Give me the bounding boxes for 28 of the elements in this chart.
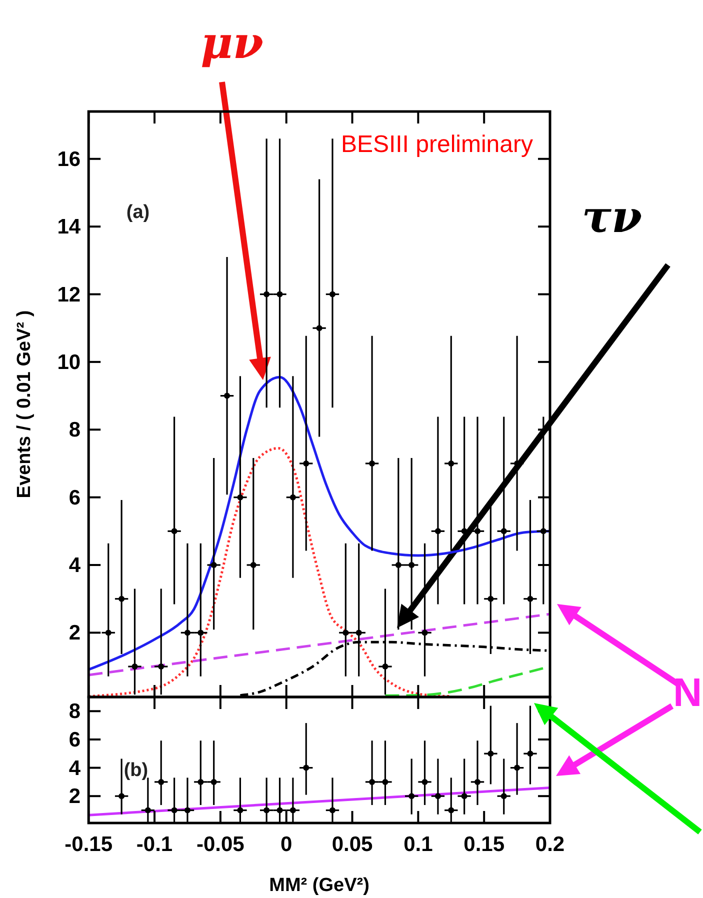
y-tick-label: 6 xyxy=(68,486,81,510)
y-tick-label: 8 xyxy=(68,700,81,724)
y-tick-label: 8 xyxy=(68,418,81,442)
y-tick-label: 10 xyxy=(57,350,81,374)
y-tick-label: 2 xyxy=(68,622,81,645)
y-axis-title: Events / ( 0.01 GeV² ) xyxy=(14,310,35,498)
x-tick-label: -0.1 xyxy=(136,833,173,856)
y-tick-label: 16 xyxy=(57,148,81,171)
x-tick-label: 0.05 xyxy=(332,833,374,856)
x-tick-label: 0.1 xyxy=(404,833,434,856)
text: μν xyxy=(200,18,264,69)
annotation: (a) xyxy=(126,202,150,223)
x-axis-title: MM² (GeV²) xyxy=(269,875,370,896)
annotation: (b) xyxy=(124,760,148,781)
x-tick-label: -0.15 xyxy=(64,833,113,856)
text: N xyxy=(673,671,702,715)
x-tick-label: 0.15 xyxy=(464,833,505,856)
y-tick-label: 12 xyxy=(57,283,81,306)
annotation: BESIII preliminary xyxy=(340,131,533,158)
x-tick-label: -0.05 xyxy=(196,833,245,856)
y-tick-label: 4 xyxy=(68,756,81,780)
y-tick-label: 2 xyxy=(68,785,81,808)
y-tick-label: 6 xyxy=(68,728,81,752)
x-tick-label: 0.2 xyxy=(535,833,565,856)
y-tick-label: 14 xyxy=(57,216,81,239)
x-tick-label: 0 xyxy=(280,833,292,856)
text: τν xyxy=(582,192,642,243)
y-tick-label: 4 xyxy=(68,554,81,578)
